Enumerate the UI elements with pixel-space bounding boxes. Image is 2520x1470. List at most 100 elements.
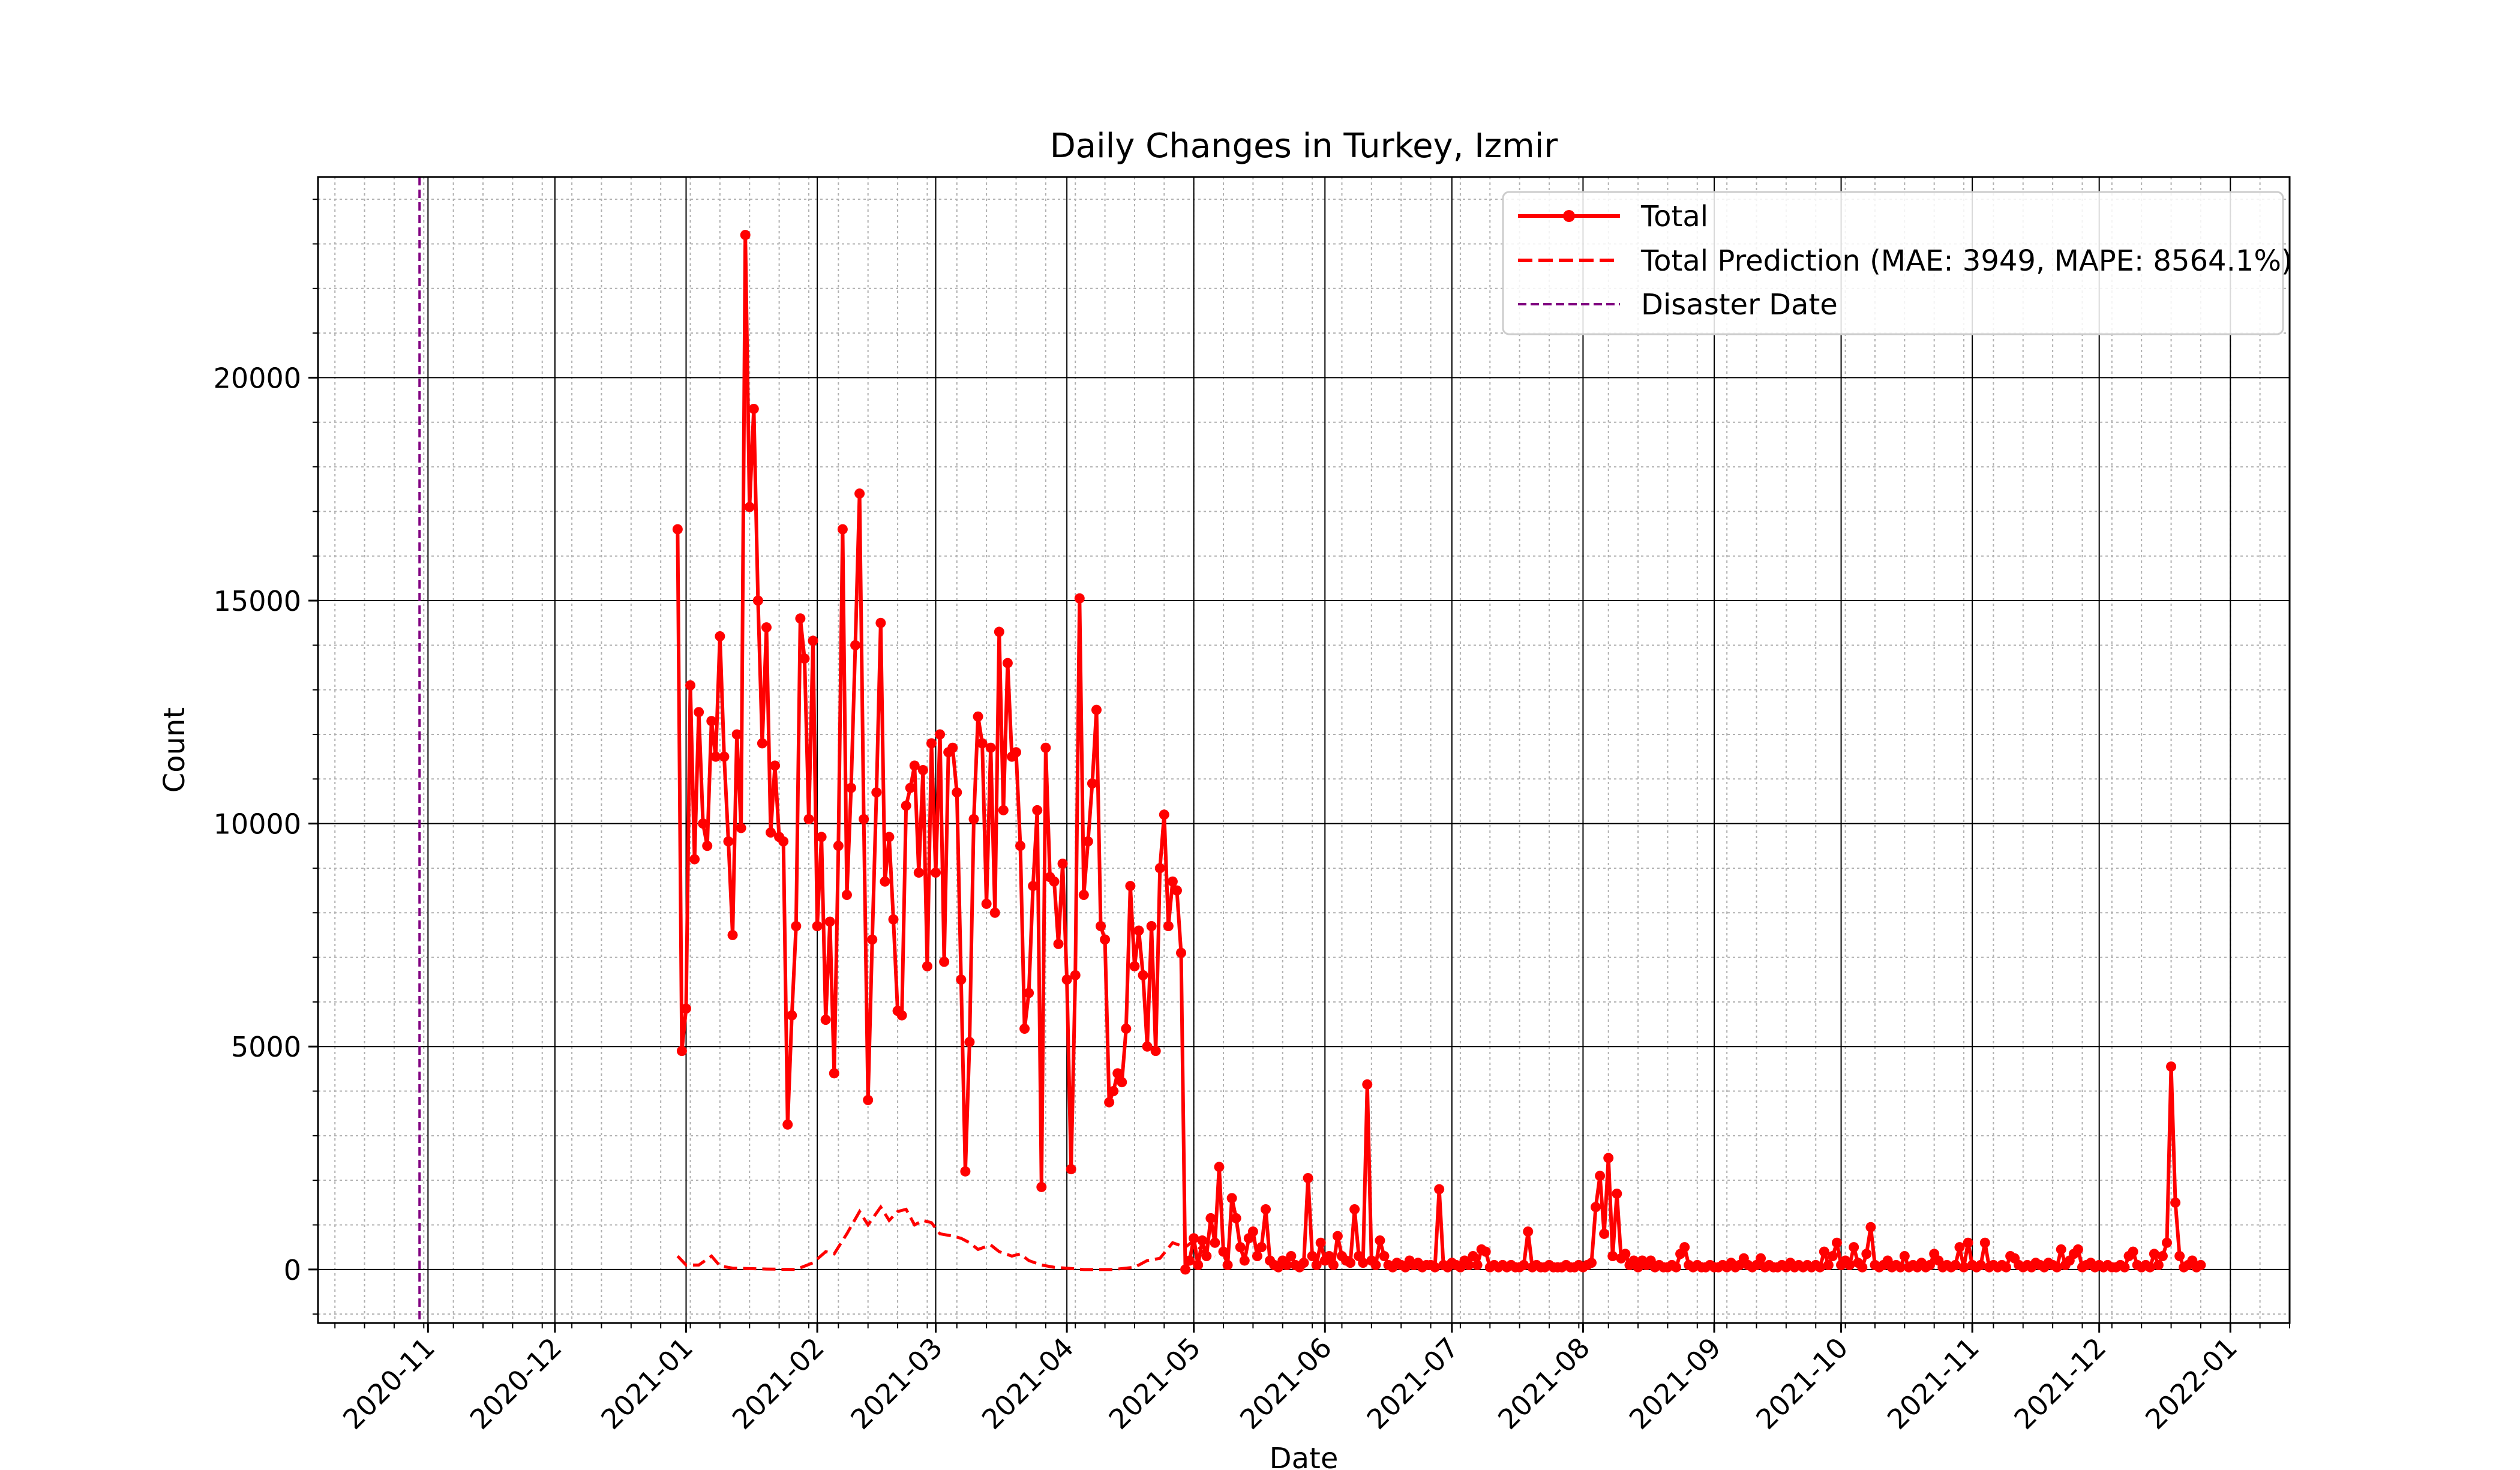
- prediction-series: [676, 1204, 1216, 1271]
- total-point: [1146, 921, 1157, 932]
- total-point: [803, 814, 814, 824]
- legend-total-marker: [1563, 210, 1575, 222]
- total-point: [1472, 1259, 1483, 1270]
- total-point: [2195, 1259, 2206, 1270]
- total-point: [672, 524, 683, 535]
- legend-box: [1502, 191, 2284, 335]
- total-point: [1679, 1242, 1690, 1253]
- total-point: [1167, 876, 1178, 887]
- total-point: [871, 787, 882, 798]
- total-point: [1210, 1237, 1220, 1248]
- total-point: [829, 1068, 839, 1079]
- total-point: [719, 751, 730, 762]
- total-point: [1100, 934, 1111, 945]
- x-axis-label: Date: [1270, 1442, 1339, 1470]
- total-point: [1599, 1228, 1610, 1239]
- x-tick-label: 2021-05: [1102, 1331, 1207, 1436]
- x-tick-label: 2021-04: [976, 1331, 1080, 1436]
- total-point: [791, 921, 802, 932]
- x-tick-label: 2021-11: [1881, 1331, 1985, 1436]
- total-point: [1150, 1046, 1161, 1057]
- total-point: [1104, 1097, 1115, 1108]
- total-point: [1298, 1258, 1309, 1268]
- minor-grid: [318, 177, 2290, 1323]
- total-point: [1827, 1251, 1838, 1262]
- total-point: [2170, 1197, 2181, 1208]
- total-point: [837, 524, 848, 535]
- total-point: [1430, 1262, 1441, 1273]
- total-point: [778, 836, 789, 847]
- total-point: [744, 502, 755, 512]
- total-point: [1282, 1259, 1292, 1270]
- total-point: [981, 898, 992, 909]
- legend-item-disaster: Disaster Date: [1518, 288, 1838, 322]
- tick-labels: 2020-11 2020-12 2021-01 2021-02 2021-03 2021-…: [214, 362, 2243, 1435]
- total-point: [1019, 1023, 1030, 1034]
- total-point: [1586, 1258, 1597, 1268]
- total-point: [702, 841, 713, 851]
- x-tick-label: 2021-03: [844, 1331, 949, 1436]
- total-point: [850, 640, 861, 650]
- total-point: [2056, 1244, 2066, 1255]
- total-point: [782, 1119, 793, 1130]
- total-point: [1142, 1041, 1153, 1052]
- total-point: [926, 738, 937, 749]
- total-point: [968, 814, 979, 824]
- total-point: [845, 782, 856, 793]
- total-point: [880, 876, 890, 887]
- total-point: [1345, 1258, 1356, 1268]
- total-point: [1865, 1222, 1876, 1232]
- total-point: [2119, 1262, 2130, 1273]
- axis-ticks: [308, 199, 2290, 1333]
- total-point: [1218, 1246, 1229, 1257]
- total-point: [841, 890, 852, 901]
- y-axis-label: Count: [158, 707, 191, 793]
- total-point: [973, 711, 983, 722]
- total-point: [1603, 1153, 1614, 1163]
- total-point: [1057, 859, 1068, 869]
- total-point: [1349, 1204, 1360, 1214]
- total-point: [2051, 1262, 2062, 1273]
- x-tick-label: 2021-08: [1492, 1331, 1596, 1436]
- legend-prediction-label: Total Prediction (MAE: 3949, MAPE: 8564.…: [1640, 244, 2293, 278]
- total-point: [1205, 1213, 1216, 1223]
- x-tick-label: 2021-09: [1623, 1331, 1727, 1436]
- total-point: [985, 742, 996, 753]
- legend: Total Total Prediction (MAE: 3949, MAPE:…: [1502, 191, 2293, 335]
- total-point: [1036, 1181, 1047, 1192]
- total-point: [1184, 1255, 1195, 1266]
- total-point: [854, 488, 865, 499]
- total-point: [799, 653, 810, 664]
- total-point: [1591, 1202, 1601, 1213]
- total-point: [766, 827, 776, 838]
- total-point: [960, 1166, 971, 1177]
- total-point: [1256, 1242, 1267, 1253]
- total-point: [1121, 1023, 1132, 1034]
- total-point: [1087, 778, 1097, 789]
- total-point: [680, 1003, 691, 1014]
- total-point: [896, 1010, 907, 1021]
- total-point: [1463, 1259, 1474, 1270]
- total-point: [752, 595, 763, 606]
- y-tick-label: 20000: [214, 362, 301, 394]
- total-point: [723, 836, 734, 847]
- total-point: [2157, 1251, 2168, 1262]
- total-point: [1070, 970, 1081, 980]
- total-point: [1074, 593, 1085, 604]
- total-point: [1362, 1079, 1373, 1090]
- total-point: [1154, 863, 1165, 874]
- total-point: [888, 914, 899, 925]
- total-point: [1823, 1259, 1834, 1270]
- total-point: [1358, 1258, 1369, 1268]
- total-point: [1671, 1262, 1682, 1273]
- total-point: [935, 729, 946, 740]
- total-point: [922, 961, 932, 971]
- legend-total-label: Total: [1640, 200, 1708, 233]
- total-point: [1286, 1251, 1297, 1262]
- total-point: [694, 707, 704, 718]
- total-point: [2149, 1249, 2159, 1259]
- total-point: [1193, 1259, 1204, 1270]
- total-point: [1247, 1226, 1258, 1237]
- total-point: [1950, 1259, 1961, 1270]
